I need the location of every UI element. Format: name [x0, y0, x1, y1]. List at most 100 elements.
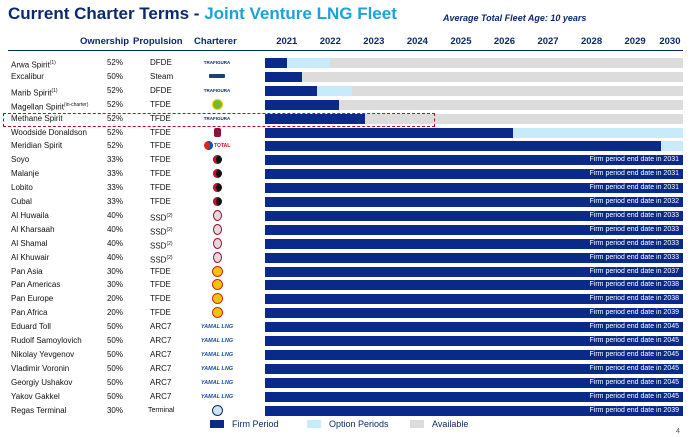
vessel-name: Lobito: [11, 181, 33, 195]
firm-period-note: Firm period end date in 2045: [589, 337, 680, 344]
vessel-name: Al Khuwair: [11, 251, 49, 265]
rasgas-icon: [200, 251, 234, 264]
ownership-value: 50%: [106, 363, 123, 373]
firm-period-note: Firm period end date in 2039: [589, 406, 680, 414]
propulsion-text: TFDE: [150, 141, 171, 151]
vessel-row: Excalibur 50% Steam: [0, 70, 690, 84]
propulsion-text: TFDE: [150, 99, 171, 109]
firm-period-note: Firm period end date in 2038: [589, 281, 680, 289]
woodside-icon: [200, 127, 234, 139]
firm-period-bar: [265, 183, 683, 194]
vessel-name-text: Georgiy Ushakov: [11, 377, 73, 387]
vessel-row: Georgiy Ushakov 50% ARC7 YAMAL LNG Firm peri…: [0, 376, 690, 390]
ownership-value: 33%: [106, 183, 123, 193]
angola-lng-icon: [200, 182, 234, 194]
vessel-name: Al Huwaila: [11, 209, 49, 223]
ownership-value: 50%: [106, 71, 123, 81]
vessel-row: Malanje 33% TFDE Firm period end date in 20…: [0, 167, 690, 181]
vessel-name-text: Arwa Spirit: [11, 60, 50, 70]
firm-period-note: Firm period end date in 2045: [589, 378, 680, 386]
legend-option-label: Option Periods: [329, 419, 389, 429]
vessel-row: Yakov Gakkel 50% ARC7 YAMAL LNG Firm period …: [0, 390, 690, 404]
angola-lng-shape: [212, 169, 222, 179]
angola-lng-shape: [212, 197, 222, 207]
rasgas-shape: [212, 237, 222, 249]
yamal-text: YAMAL LNG: [200, 379, 234, 386]
firm-period-bar: [265, 252, 683, 263]
propulsion-value: ARC7: [150, 362, 171, 376]
ownership-value: 52%: [106, 113, 123, 123]
vessel-row: Vladimir Voronin 50% ARC7 YAMAL LNG Firm per…: [0, 362, 690, 376]
vessel-row: Al Shamal 40% SSD(2) Firm period end date i…: [0, 237, 690, 251]
firm-period-bar: [265, 363, 683, 374]
firm-period-bar: [265, 377, 683, 388]
terminal-icon: [200, 404, 234, 417]
year-label-2030: 2030: [659, 36, 681, 47]
ownership-value: 52%: [106, 127, 123, 137]
propulsion-value: ARC7: [150, 334, 171, 348]
propulsion-text: TFDE: [150, 266, 171, 276]
trafigura-icon: TRAFIGURA: [200, 57, 234, 69]
vessel-name-text: Pan Asia: [11, 266, 43, 276]
ownership-value: 50%: [106, 349, 123, 359]
angola-lng-icon: [200, 168, 234, 180]
vessel-row: Eduard Toll 50% ARC7 YAMAL LNG Firm period e…: [0, 320, 690, 334]
vessel-name-text: Malanje: [11, 169, 40, 179]
propulsion-value: TFDE: [150, 153, 171, 167]
vessel-name: Al Kharsaah: [11, 223, 55, 237]
woodside-shape: [213, 127, 221, 137]
year-label-2029: 2029: [624, 36, 646, 47]
trafigura-icon: TRAFIGURA: [200, 85, 234, 97]
available-bar: [265, 85, 683, 96]
propulsion-text: ARC7: [150, 322, 172, 332]
total-text: TOTAL: [212, 143, 231, 150]
page-title: Current Charter Terms - Joint Venture LN…: [8, 4, 397, 24]
firm-period-bar: [265, 169, 683, 180]
vessel-name-text: Eduard Toll: [11, 322, 51, 332]
ownership-value: 30%: [106, 266, 123, 276]
yamal-lng-icon: YAMAL LNG: [200, 321, 234, 333]
vessel-name-text: Al Kharsaah: [11, 224, 55, 234]
trafigura-text: TRAFIGURA: [203, 60, 231, 65]
firm-period-bar: [265, 336, 683, 346]
firm-period-bar: [265, 71, 302, 82]
vessel-name-text: Soyo: [11, 155, 30, 165]
firm-period-note: Firm period end date in 2032: [589, 198, 680, 205]
vessel-name: Georgiy Ushakov: [11, 376, 72, 390]
propulsion-value: TFDE: [150, 265, 171, 279]
yamal-lng-icon: YAMAL LNG: [200, 377, 234, 389]
ownership-value: 52%: [106, 141, 123, 151]
bp-icon: [200, 98, 234, 111]
propulsion-text: TFDE: [150, 294, 171, 304]
vessel-name-text: Regas Terminal: [11, 405, 67, 415]
vessel-name: Marib Spirit(1): [11, 84, 58, 101]
rasgas-icon: [200, 223, 234, 236]
propulsion-value: TFDE: [150, 139, 171, 153]
vessel-row: Lobito 33% TFDE Firm period end date in 203…: [0, 181, 690, 195]
rasgas-icon: [200, 209, 234, 222]
firm-period-bar: [265, 405, 683, 416]
firm-period-note: Firm period end date in 2031: [589, 170, 680, 178]
vessel-name-text: Magellan Spirit: [11, 102, 64, 112]
trafigura-icon: TRAFIGURA: [200, 113, 234, 125]
propulsion-text: TFDE: [150, 183, 171, 193]
title-main: Current Charter Terms -: [8, 4, 205, 23]
propulsion-text: ARC7: [150, 349, 172, 359]
vessel-row: Woodside Donaldson 52% TFDE: [0, 126, 690, 140]
yamal-text: YAMAL LNG: [200, 324, 234, 331]
firm-period-bar: [265, 391, 683, 402]
available-bar: [265, 71, 683, 82]
legend-option-swatch: [307, 420, 321, 428]
vessel-name-text: Excalibur: [11, 71, 44, 81]
propulsion-value: SSD(2): [150, 251, 173, 268]
firm-period-note: Firm period end date in 2033: [589, 239, 680, 247]
vessel-name-text: Cubal: [11, 197, 32, 206]
shell-shape: [211, 279, 223, 291]
trafigura-text: TRAFIGURA: [203, 115, 231, 121]
propulsion-value: Terminal: [148, 404, 174, 418]
propulsion-text: SSD: [150, 241, 167, 251]
vessel-name: Vladimir Voronin: [11, 362, 69, 376]
vessel-row: Methane Spirit 52% TFDE TRAFIGURA: [0, 112, 690, 126]
propulsion-value: TFDE: [150, 292, 171, 306]
angola-lng-shape: [212, 155, 222, 165]
